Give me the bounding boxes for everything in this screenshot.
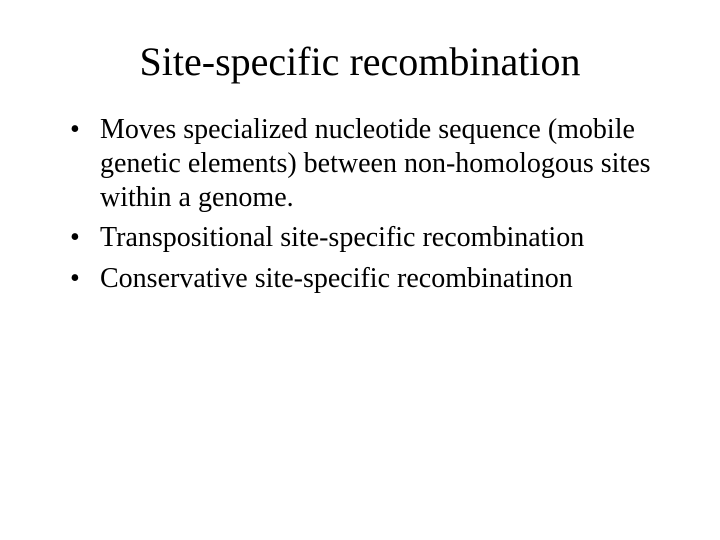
slide-title: Site-specific recombination xyxy=(40,38,680,85)
bullet-item: Transpositional site-specific recombinat… xyxy=(70,221,680,255)
bullet-list: Moves specialized nucleotide sequence (m… xyxy=(40,113,680,296)
slide: Site-specific recombination Moves specia… xyxy=(0,0,720,540)
bullet-item: Moves specialized nucleotide sequence (m… xyxy=(70,113,680,215)
bullet-item: Conservative site-specific recombinatino… xyxy=(70,262,680,296)
